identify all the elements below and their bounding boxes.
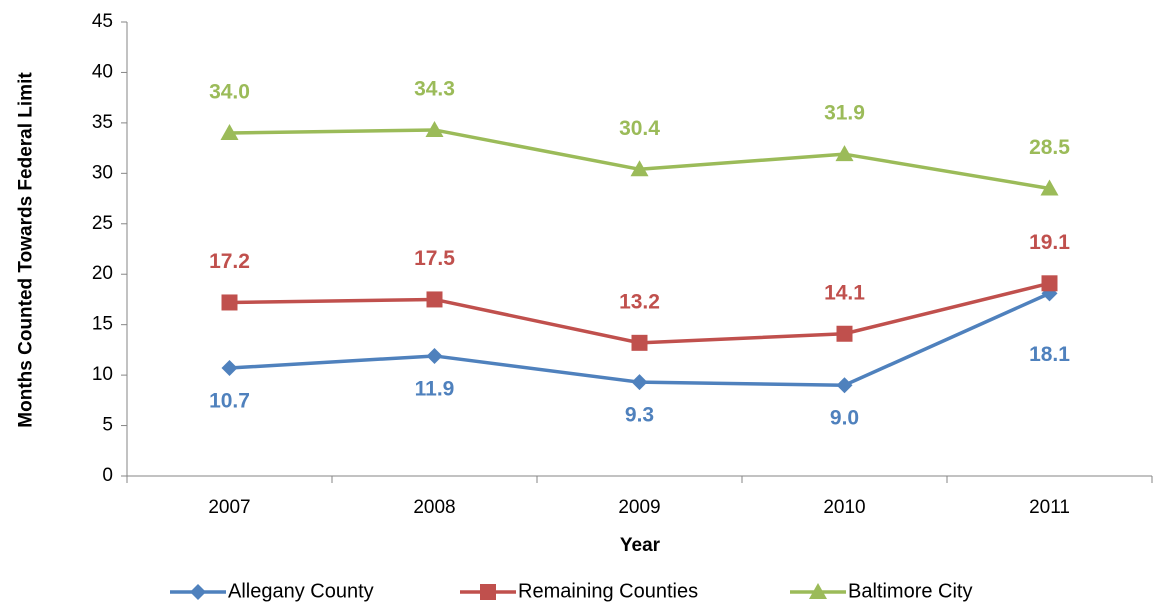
legend-marker (480, 584, 496, 600)
data-point (1040, 179, 1059, 196)
data-label: 11.9 (415, 377, 455, 400)
legend-label: Allegany County (228, 580, 374, 602)
data-label: 28.5 (1029, 136, 1070, 159)
y-axis-title: Months Counted Towards Federal Limit (15, 72, 37, 428)
data-label: 9.3 (625, 404, 654, 427)
legend-marker (190, 584, 206, 600)
data-label: 31.9 (824, 102, 865, 125)
data-point (1041, 275, 1058, 292)
data-label: 18.1 (1029, 343, 1070, 366)
legend-marker (809, 583, 827, 599)
x-tick-label: 2008 (413, 497, 455, 518)
data-point (631, 334, 648, 351)
y-tick-label: 10 (92, 364, 113, 385)
data-point (836, 325, 853, 342)
legend-label: Baltimore City (848, 580, 972, 602)
y-tick-label: 15 (92, 314, 113, 335)
data-label: 14.1 (824, 281, 865, 304)
y-tick-label: 45 (92, 11, 113, 32)
y-tick-label: 30 (92, 162, 113, 183)
data-label: 9.0 (830, 407, 859, 430)
data-point (835, 145, 854, 162)
data-point (220, 123, 239, 140)
data-point (630, 160, 649, 177)
data-label: 19.1 (1029, 231, 1070, 254)
data-label: 13.2 (619, 290, 660, 313)
data-point (426, 347, 443, 364)
data-point (631, 374, 648, 391)
y-tick-label: 40 (92, 61, 113, 82)
y-tick-label: 20 (92, 263, 113, 284)
y-tick-label: 5 (102, 415, 113, 436)
data-label: 30.4 (619, 117, 660, 140)
y-tick-label: 0 (102, 465, 113, 486)
data-point (426, 291, 443, 308)
data-label: 10.7 (209, 390, 250, 413)
data-point (221, 360, 238, 377)
x-tick-label: 2007 (208, 497, 250, 518)
data-label: 17.5 (414, 247, 455, 270)
data-label: 34.0 (209, 81, 250, 104)
data-label: 34.3 (414, 77, 455, 100)
x-tick-label: 2010 (823, 497, 865, 518)
y-tick-label: 25 (92, 213, 113, 234)
x-axis-title: Year (620, 535, 661, 556)
x-tick-label: 2011 (1029, 497, 1070, 518)
data-point (425, 120, 444, 137)
data-point (836, 377, 853, 394)
y-tick-label: 35 (92, 112, 113, 133)
data-label: 17.2 (209, 250, 250, 273)
legend-label: Remaining Counties (518, 580, 698, 602)
data-point (221, 294, 238, 311)
x-tick-label: 2009 (618, 497, 660, 518)
